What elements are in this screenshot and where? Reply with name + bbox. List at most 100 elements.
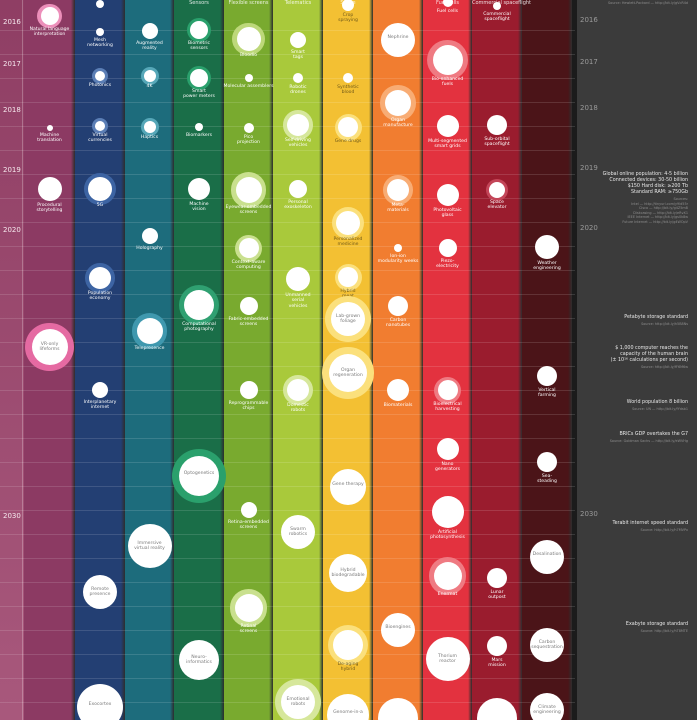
node-label: Gene therapy <box>332 482 364 487</box>
technology-node <box>387 379 409 401</box>
node-label: Synthetic blood <box>337 85 359 96</box>
technology-node <box>179 640 219 680</box>
column-title: Commercial spaceflight <box>472 0 532 6</box>
technology-node <box>438 239 457 257</box>
node-label: Bioelectrical harvesting <box>433 402 462 413</box>
technology-node <box>92 382 108 398</box>
technology-node <box>329 354 367 392</box>
technology-node <box>143 121 156 133</box>
year-strip <box>0 0 24 720</box>
technology-node <box>329 554 367 592</box>
node-label: Crop spraying <box>338 13 358 24</box>
technology-node <box>238 238 259 258</box>
technology-node <box>236 27 261 51</box>
technology-node <box>290 32 306 48</box>
technology-node <box>96 0 104 8</box>
technology-node <box>387 179 409 201</box>
technology-node <box>487 636 507 656</box>
gridline <box>0 246 575 247</box>
node-label: Swarm robotics <box>288 527 308 538</box>
node-label: Bloodio <box>239 53 258 58</box>
node-label: Hybrid biodegradable <box>331 568 365 579</box>
technology-node <box>487 568 507 588</box>
milestone-source: Source: Goldman Sachs — http://bit.ly/eW… <box>609 439 688 443</box>
panel-background <box>577 0 697 720</box>
gridline <box>0 54 575 55</box>
year-label-right: 2017 <box>580 58 598 66</box>
technology-node <box>195 123 203 131</box>
year-label-right: 2016 <box>580 16 598 24</box>
technology-node <box>127 524 172 568</box>
technology-node <box>243 123 254 133</box>
node-label: Weather engineering <box>533 261 561 272</box>
technology-node <box>281 685 315 719</box>
technology-node <box>436 438 459 460</box>
technology-node <box>338 117 358 137</box>
gridline <box>0 630 575 631</box>
technology-node <box>31 329 68 365</box>
node-label: Robotic drones <box>289 85 307 96</box>
technology-node <box>333 630 363 660</box>
technology-node <box>179 456 219 496</box>
gridline <box>0 582 575 583</box>
node-label: Vertical farming <box>538 388 556 399</box>
milestone-text: Global online population: 4-5 billion Co… <box>602 172 688 195</box>
technology-node <box>530 540 564 574</box>
technology-node <box>89 267 111 289</box>
node-label: Mesh networking <box>87 38 113 49</box>
technology-node <box>342 0 354 11</box>
technology-node <box>530 693 564 720</box>
gridline <box>0 270 575 271</box>
technology-node <box>431 496 464 528</box>
technology-node <box>40 7 59 25</box>
node-label: Genome-in-a <box>333 710 363 715</box>
node-label: Climate engineering <box>533 705 561 716</box>
tech-column <box>125 0 174 720</box>
node-label: Natural language interpretation <box>29 27 70 38</box>
node-label: Biomarkers <box>185 133 213 138</box>
node-label: Procedural storytelling <box>36 203 63 214</box>
node-label: Carbon nanotubes <box>385 318 411 329</box>
year-label: 2019 <box>3 166 21 174</box>
technology-node <box>338 267 358 287</box>
node-label: Sub-orbital spaceflight <box>484 137 510 148</box>
gridline <box>0 366 575 367</box>
technology-node <box>289 180 307 198</box>
node-label: Lunar outpost <box>488 590 506 601</box>
node-label: Emotional robots <box>286 697 310 708</box>
technology-node <box>425 637 470 681</box>
year-label: 2030 <box>3 512 21 520</box>
technology-node <box>244 74 253 82</box>
technology-node <box>385 90 411 116</box>
gridline <box>0 486 575 487</box>
technology-node <box>436 184 459 206</box>
technology-node <box>331 302 365 336</box>
gridline <box>0 438 575 439</box>
gridline <box>0 174 575 175</box>
technology-node <box>88 177 112 201</box>
technology-node <box>188 178 210 200</box>
milestone-source: Source: http://bit.ly/hT8MTE <box>640 629 688 633</box>
node-label: Holography <box>136 246 163 251</box>
technology-node <box>184 290 214 320</box>
milestone-text: Petabyte storage standard <box>624 315 688 320</box>
technology-node <box>234 594 263 622</box>
gridline <box>0 414 575 415</box>
technology-node <box>381 23 415 57</box>
node-label: Nano generators <box>434 462 461 473</box>
node-label: Population economy <box>87 291 113 302</box>
node-label: Fabric-embedded screens <box>228 317 269 328</box>
node-label: Organ manufacture <box>383 118 413 129</box>
node-label: Machine vision <box>189 202 209 213</box>
technology-node <box>287 114 309 136</box>
node-label: Telepresence <box>134 346 165 351</box>
node-label: Virtual currencies <box>88 133 112 144</box>
technology-node <box>95 121 105 131</box>
node-label: Remote presence <box>89 587 111 598</box>
node-label: Molecular assemblers <box>223 84 274 89</box>
node-label: Biomaterials <box>383 403 413 408</box>
node-label: Desalination <box>532 552 562 557</box>
year-label-right: 2020 <box>580 224 598 232</box>
technology-node <box>141 228 158 244</box>
technology-node <box>287 379 309 401</box>
